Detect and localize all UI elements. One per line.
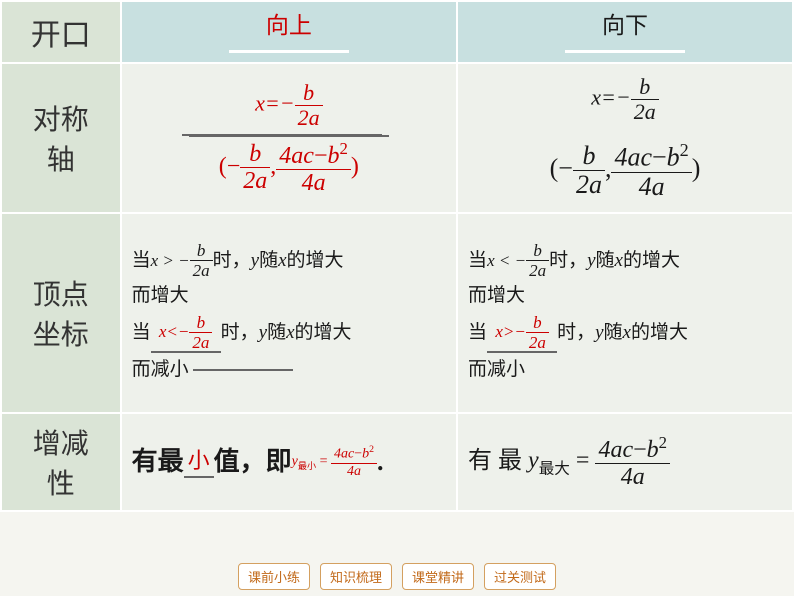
nav-knowledge[interactable]: 知识梳理 [320,563,392,590]
nav-lecture[interactable]: 课堂精讲 [402,563,474,590]
vertex-up-cell: 当 x > − b2a 时，y随x的增大 而增大 当 x<−b2a 时，y随x的… [121,213,457,413]
mono-label-cell: 增减性 [1,413,121,511]
opening-up-cell: 向上 [121,1,457,63]
axis-down-cell: x=−b2a (−b2a,4ac−b24a) [457,63,793,213]
ymax-formula: y最大 = 4ac−b24a [528,435,670,489]
vertex-down-line1: 当 x < − b2a 时，y随x的增大 [468,242,782,279]
opening-up: 向上 [266,13,312,38]
nav-bar: 课前小练 知识梳理 课堂精讲 过关测试 [0,563,794,590]
nav-preclass[interactable]: 课前小练 [238,563,310,590]
nav-test[interactable]: 过关测试 [484,563,556,590]
axis-up-formula: x=−b2a [132,82,446,129]
mono-up-cell: 有最 小 值，即 y最小 = 4ac−b24a . [121,413,457,511]
vertex-label: 顶点坐标 [33,280,89,351]
vertex-down-cell: 当 x < − b2a 时，y随x的增大 而增大 当 x>−b2a 时，y随x的… [457,213,793,413]
vertex-down-line4: 而减小 [468,357,782,384]
row-vertex: 顶点坐标 当 x > − b2a 时，y随x的增大 而增大 当 x<−b2a 时… [1,213,793,413]
vertex-up-line1: 当 x > − b2a 时，y随x的增大 [132,242,446,279]
axis-down-vertex: (−b2a,4ac−b24a) [468,141,782,200]
mono-down-cell: 有 最 y最大 = 4ac−b24a [457,413,793,511]
axis-up-cell: x=−b2a (−b2a,4ac−b24a) [121,63,457,213]
row-mono: 增减性 有最 小 值，即 y最小 = 4ac−b24a . 有 最 y最大 = … [1,413,793,511]
vertex-down-line3: 当 x>−b2a 时，y随x的增大 [468,314,782,353]
axis-label: 对称轴 [33,105,89,176]
opening-down-cell: 向下 [457,1,793,63]
underline-decor [229,50,349,53]
ymin-formula: y最小 = 4ac−b24a [292,445,377,479]
axis-down-formula: x=−b2a [468,76,782,123]
vertex-down-line2: 而增大 [468,283,782,310]
properties-table: 开口 向上 向下 对称轴 x=−b2a (−b2a,4ac−b24a) [0,0,794,512]
vertex-label-cell: 顶点坐标 [1,213,121,413]
underline-decor [565,50,685,53]
mono-label: 增减性 [33,429,89,500]
underline-decor [193,369,293,371]
row-opening: 开口 向上 向下 [1,1,793,63]
underline-decor [182,134,382,136]
vertex-up-line4: 而减小 [132,357,446,384]
vertex-up-line2: 而增大 [132,283,446,310]
opening-label-cell: 开口 [1,1,121,63]
vertex-up-line3: 当 x<−b2a 时，y随x的增大 [132,314,446,353]
opening-down: 向下 [602,13,648,38]
axis-up-vertex: (−b2a,4ac−b24a) [132,141,446,195]
opening-label: 开口 [31,19,91,52]
row-axis: 对称轴 x=−b2a (−b2a,4ac−b24a) x=−b2a (−b2 [1,63,793,213]
axis-label-cell: 对称轴 [1,63,121,213]
